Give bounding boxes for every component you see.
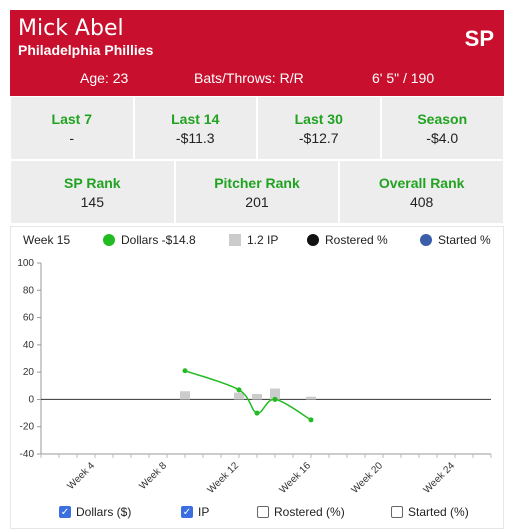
- rank-label: Pitcher Rank: [214, 174, 300, 191]
- x-tick-label: Week 4: [65, 460, 97, 492]
- chart-panel: Week 15 Dollars -$14.8 1.2 IP Rostered %…: [10, 226, 504, 529]
- dollars-point: [308, 417, 314, 423]
- x-tick-label: Week 24: [422, 460, 458, 496]
- rank-stats-row: SP Rank 145 Pitcher Rank 201 Overall Ran…: [10, 160, 504, 224]
- y-tick-label: -20: [20, 422, 35, 433]
- y-tick-label: 20: [23, 367, 35, 378]
- checkbox-icon[interactable]: [257, 506, 269, 518]
- toggle-ip[interactable]: ✓ IP: [181, 505, 209, 519]
- stat-label: Last 14: [171, 110, 220, 127]
- series-toggles: ✓ Dollars ($) ✓ IP Rostered (%) Started …: [11, 505, 503, 525]
- toggle-dollars-label[interactable]: Dollars ($): [76, 505, 132, 519]
- stat-value: -$12.7: [298, 129, 339, 146]
- player-bats-throws: Bats/Throws: R/R: [194, 70, 304, 86]
- y-tick-label: 40: [23, 340, 35, 351]
- rostered-dot-icon: [307, 234, 319, 246]
- stat-last-7: Last 7 -: [10, 96, 134, 160]
- dollars-point: [272, 396, 278, 402]
- dollars-point: [182, 368, 188, 374]
- stat-last-14: Last 14 -$11.3: [133, 96, 257, 160]
- legend-ip[interactable]: 1.2 IP: [229, 233, 278, 247]
- toggle-rostered-label[interactable]: Rostered (%): [274, 505, 345, 519]
- legend-dollars-label: Dollars -$14.8: [121, 233, 196, 247]
- rank-value: 145: [80, 193, 104, 210]
- ip-bar: [306, 396, 316, 400]
- dollars-point: [236, 387, 242, 393]
- checkbox-icon[interactable]: [391, 506, 403, 518]
- legend-dollars[interactable]: Dollars -$14.8: [103, 233, 196, 247]
- stat-value: -$4.0: [426, 129, 459, 146]
- stat-label: Season: [417, 110, 468, 127]
- legend-started-label: Started %: [438, 233, 491, 247]
- toggle-started[interactable]: Started (%): [391, 505, 469, 519]
- performance-chart: -40 -20 0 20 40 60 80 100 Week 4 Week 8 Week 12 Wee…: [17, 258, 492, 496]
- rank-label: SP Rank: [64, 174, 121, 191]
- stat-value: -$11.3: [175, 129, 215, 146]
- checkbox-icon[interactable]: ✓: [59, 506, 71, 518]
- legend-week: Week 15: [23, 233, 70, 247]
- team-name[interactable]: Philadelphia Phillies: [18, 42, 154, 58]
- legend-week-label: Week 15: [23, 233, 71, 247]
- stat-label: Last 7: [51, 110, 92, 127]
- stat-season: Season -$4.0: [380, 96, 504, 160]
- legend-rostered[interactable]: Rostered %: [307, 233, 388, 247]
- x-tick-label: Week 12: [206, 460, 242, 496]
- rank-overall: Overall Rank 408: [339, 160, 504, 224]
- y-tick-label: 80: [23, 285, 35, 296]
- toggle-ip-label[interactable]: IP: [198, 505, 210, 519]
- stat-label: Last 30: [294, 110, 343, 127]
- y-tick-label: -40: [20, 449, 35, 460]
- ip-square-icon: [229, 234, 241, 246]
- dollars-line: [184, 370, 312, 421]
- y-tick-label: 0: [28, 394, 34, 405]
- toggle-dollars[interactable]: ✓ Dollars ($): [59, 505, 131, 519]
- legend-ip-label: 1.2 IP: [247, 233, 279, 247]
- player-header: Mick Abel Philadelphia Phillies SP Age: …: [10, 10, 504, 96]
- toggle-started-label[interactable]: Started (%): [408, 505, 469, 519]
- value-stats-row: Last 7 - Last 14 -$11.3 Last 30 -$12.7 S…: [10, 96, 504, 160]
- y-tick-label: 60: [23, 313, 35, 324]
- rank-pitcher: Pitcher Rank 201: [174, 160, 340, 224]
- stat-value: -: [69, 129, 75, 146]
- x-tick-label: Week 8: [137, 460, 169, 492]
- dollars-dot-icon: [103, 234, 115, 246]
- started-dot-icon: [420, 234, 432, 246]
- dollars-point: [254, 410, 260, 416]
- player-height-weight: 6' 5" / 190: [372, 70, 435, 86]
- rank-value: 408: [409, 193, 434, 210]
- player-age: Age: 23: [80, 70, 129, 86]
- rank-value: 201: [245, 193, 269, 210]
- chart-legend: Week 15 Dollars -$14.8 1.2 IP Rostered %…: [11, 227, 503, 255]
- ip-bar: [270, 388, 280, 400]
- player-name: Mick Abel: [18, 16, 124, 41]
- stat-last-30: Last 30 -$12.7: [257, 96, 381, 160]
- legend-rostered-label: Rostered %: [325, 233, 388, 247]
- toggle-rostered[interactable]: Rostered (%): [257, 505, 345, 519]
- checkbox-icon[interactable]: ✓: [181, 506, 193, 518]
- rank-label: Overall Rank: [378, 174, 465, 191]
- x-tick-label: Week 20: [350, 460, 386, 496]
- x-tick-label: Week 16: [278, 460, 314, 496]
- position-badge: SP: [464, 26, 494, 51]
- legend-started[interactable]: Started %: [420, 233, 491, 247]
- ip-bar: [234, 392, 244, 400]
- y-tick-label: 100: [17, 258, 34, 269]
- ip-bar: [180, 391, 190, 400]
- ip-bar: [252, 393, 262, 400]
- rank-sp: SP Rank 145: [10, 160, 175, 224]
